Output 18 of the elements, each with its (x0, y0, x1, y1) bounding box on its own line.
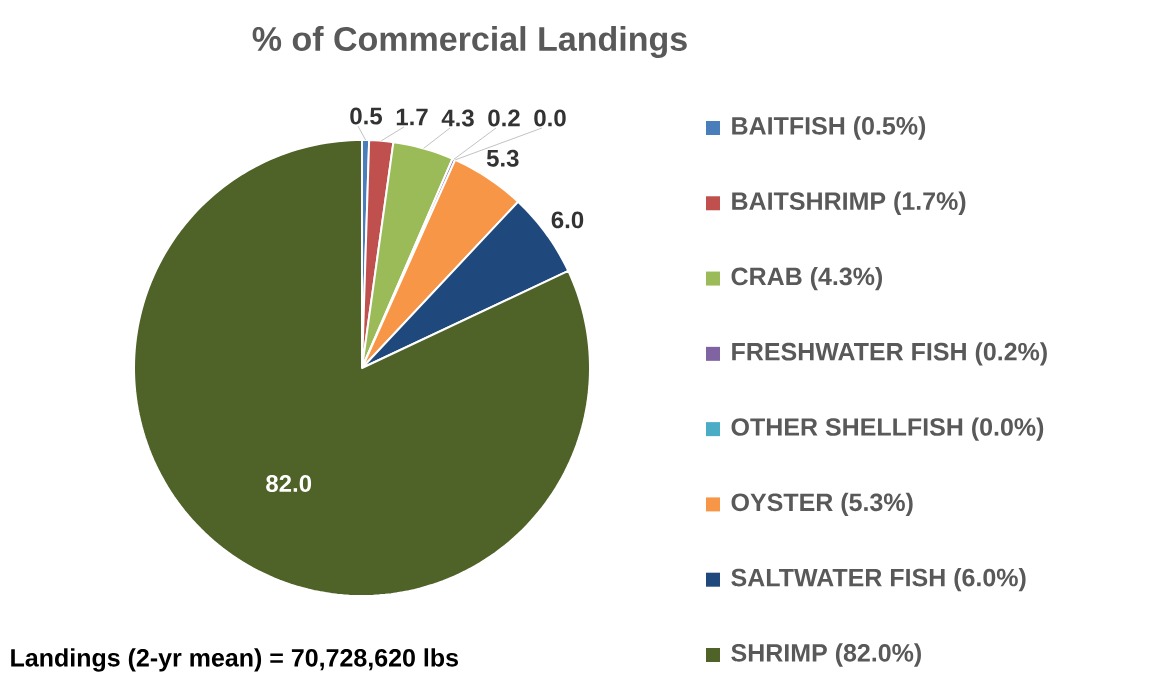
legend-label: OYSTER (5.3%) (731, 492, 913, 517)
data-label: 0.2 (488, 109, 520, 127)
legend-label: OTHER SHELLFISH (0.0%) (731, 417, 1044, 441)
text: 0.0 (534, 109, 566, 127)
data-label: 82.0 (266, 475, 312, 492)
legend-label: CRAB (4.3%) (731, 266, 883, 291)
legend-label: BAITSHRIMP (1.7%) (732, 191, 966, 215)
chart-title: % of Commercial Landings (252, 26, 687, 58)
text: Landings (2-yr mean) = 70,728,620 lbs (11, 648, 458, 672)
data-label: 5.3 (486, 149, 519, 167)
data-label: 1.7 (396, 108, 428, 126)
legend-label: SALTWATER FISH (6.0%) (731, 568, 1026, 592)
legend-label: BAITFISH (0.5%) (732, 116, 926, 140)
data-label: 6.0 (551, 211, 584, 229)
legend-label: FRESHWATER FISH (0.2%) (732, 342, 1047, 366)
data-label: 0.5 (350, 107, 382, 125)
data-label: 4.3 (441, 109, 474, 127)
legend-label: SHRIMP (82.0%) (731, 643, 921, 667)
